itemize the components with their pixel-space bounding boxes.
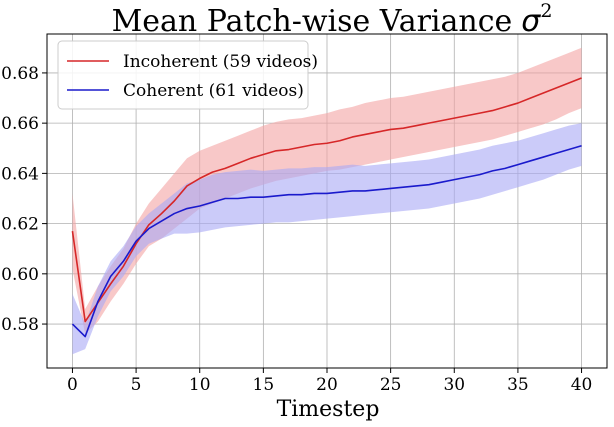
series-lines (71, 77, 582, 338)
band-incoherent (72, 47, 582, 335)
x-tick-label: 25 (380, 375, 402, 395)
x-tick-label: 30 (443, 375, 465, 395)
chart-title: Mean Patch-wise Variance σ2 (112, 0, 553, 39)
legend: Incoherent (59 videos) Coherent (61 vide… (57, 40, 318, 110)
y-tick-label: 0.58 (1, 315, 39, 335)
x-axis-label: Timestep (277, 397, 380, 422)
x-tick-label: 0 (67, 375, 78, 395)
x-tick-label: 35 (507, 375, 529, 395)
x-tick-label: 40 (571, 375, 593, 395)
y-tick-label: 0.60 (1, 265, 39, 285)
x-tick-label: 5 (131, 375, 142, 395)
legend-label-incoherent: Incoherent (59 videos) (123, 52, 318, 72)
chart-title-superscript: 2 (540, 0, 552, 22)
x-tick-label: 15 (253, 375, 275, 395)
y-tick-label: 0.64 (1, 164, 39, 184)
line-incoherent (71, 77, 582, 323)
confidence-bands (72, 47, 582, 355)
y-tick-label: 0.68 (1, 64, 39, 84)
y-tick-label: 0.62 (1, 215, 39, 235)
band-coherent (72, 123, 582, 355)
legend-box (57, 40, 309, 110)
x-tick-label: 10 (189, 375, 211, 395)
y-tick-label: 0.66 (1, 114, 39, 134)
chart-title-text: Mean Patch-wise Variance (112, 4, 513, 39)
chart-title-sigma: σ (521, 4, 541, 39)
x-tick-label: 20 (316, 375, 338, 395)
line-coherent (71, 144, 582, 338)
legend-label-coherent: Coherent (61 videos) (123, 81, 304, 101)
axis-ticks: 0 5 10 15 20 25 30 35 40 0.58 0.60 0.62 0.64 0.66 0.68 (1, 64, 592, 395)
